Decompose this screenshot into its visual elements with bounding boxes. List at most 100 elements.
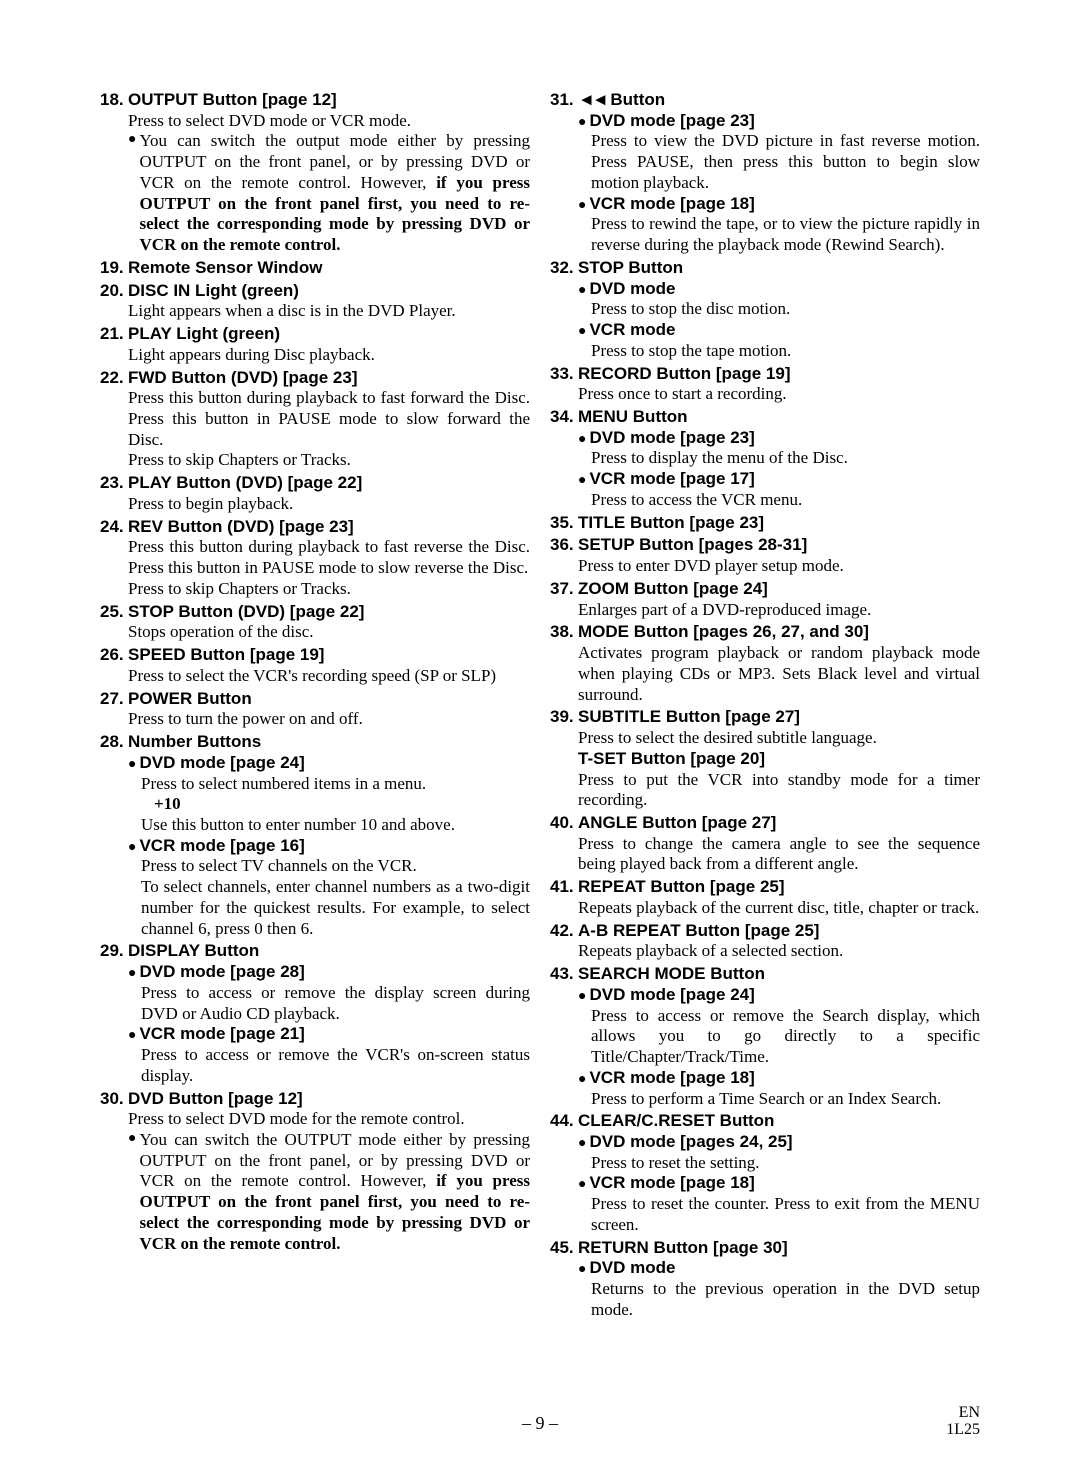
- bullet-icon: ●: [578, 281, 586, 298]
- item-title: SEARCH MODE Button: [578, 964, 980, 985]
- item-heading: 20.DISC IN Light (green): [100, 281, 530, 302]
- item-number: 43.: [550, 964, 578, 985]
- item-body: Press to change the camera angle to see …: [578, 834, 980, 875]
- sub-body: Press to access or remove the Search dis…: [591, 1006, 980, 1068]
- item-heading: 21.PLAY Light (green): [100, 324, 530, 345]
- sub-body: Press to reset the setting.: [591, 1153, 980, 1174]
- item-heading: 40.ANGLE Button [page 27]: [550, 813, 980, 834]
- item-number: 30.: [100, 1089, 128, 1110]
- item-24: 24.REV Button (DVD) [page 23]Press this …: [100, 517, 530, 600]
- item-title: SETUP Button [pages 28-31]: [578, 535, 980, 556]
- sub-body: +10: [141, 794, 530, 815]
- item-title: PLAY Button (DVD) [page 22]: [128, 473, 530, 494]
- item-heading: 22.FWD Button (DVD) [page 23]: [100, 368, 530, 389]
- item-heading: 23.PLAY Button (DVD) [page 22]: [100, 473, 530, 494]
- item-body: Press to turn the power on and off.: [128, 709, 530, 730]
- sub-item: ●You can switch the OUTPUT mode either b…: [128, 1130, 530, 1254]
- item-heading: 39.SUBTITLE Button [page 27]: [550, 707, 980, 728]
- sub-title: ●VCR mode [page 18]: [578, 194, 980, 215]
- sub-body: Press to display the menu of the Disc.: [591, 448, 980, 469]
- sub-title: ●VCR mode: [578, 320, 980, 341]
- item-34: 34.MENU Button●DVD mode [page 23]Press t…: [550, 407, 980, 511]
- item-43: 43.SEARCH MODE Button●DVD mode [page 24]…: [550, 964, 980, 1109]
- item-body: Press this button during playback to fas…: [128, 388, 530, 450]
- item-30: 30.DVD Button [page 12]Press to select D…: [100, 1089, 530, 1255]
- bullet-icon: ●: [578, 987, 586, 1004]
- item-heading: 19.Remote Sensor Window: [100, 258, 530, 279]
- item-39: 39.SUBTITLE Button [page 27]Press to sel…: [550, 707, 980, 811]
- sub-item: ●DVD mode [page 28]Press to access or re…: [128, 962, 530, 1024]
- item-26: 26.SPEED Button [page 19]Press to select…: [100, 645, 530, 686]
- item-18: 18.OUTPUT Button [page 12]Press to selec…: [100, 90, 530, 256]
- bullet-icon: ●: [128, 1026, 136, 1043]
- item-22: 22.FWD Button (DVD) [page 23]Press this …: [100, 368, 530, 472]
- item-title: POWER Button: [128, 689, 530, 710]
- sub-title: ●DVD mode [page 24]: [128, 753, 530, 774]
- item-number: 23.: [100, 473, 128, 494]
- sub-item: ●DVD mode [page 23]Press to view the DVD…: [578, 111, 980, 194]
- sub-title: ●DVD mode [page 24]: [578, 985, 980, 1006]
- item-21: 21.PLAY Light (green)Light appears durin…: [100, 324, 530, 365]
- item-number: 20.: [100, 281, 128, 302]
- item-heading: 27.POWER Button: [100, 689, 530, 710]
- sub-body: Press to access or remove the VCR's on-s…: [141, 1045, 530, 1086]
- item-number: 38.: [550, 622, 578, 643]
- item-heading: 43.SEARCH MODE Button: [550, 964, 980, 985]
- item-heading: 24.REV Button (DVD) [page 23]: [100, 517, 530, 538]
- item-number: 44.: [550, 1111, 578, 1132]
- sub-item: ●DVD modePress to stop the disc motion.: [578, 279, 980, 320]
- sub-item: ●VCR mode [page 16]Press to select TV ch…: [128, 836, 530, 940]
- item-title: SPEED Button [page 19]: [128, 645, 530, 666]
- sub-body: To select channels, enter channel number…: [141, 877, 530, 939]
- item-title: CLEAR/C.RESET Button: [578, 1111, 980, 1132]
- item-36: 36.SETUP Button [pages 28-31]Press to en…: [550, 535, 980, 576]
- bullet-icon: ●: [578, 1175, 586, 1192]
- item-number: 37.: [550, 579, 578, 600]
- item-37: 37.ZOOM Button [page 24]Enlarges part of…: [550, 579, 980, 620]
- item-body: Repeats playback of the current disc, ti…: [578, 898, 980, 919]
- item-number: 22.: [100, 368, 128, 389]
- bullet-icon: ●: [128, 964, 136, 981]
- item-body: Press to select the VCR's recording spee…: [128, 666, 530, 687]
- item-title: A-B REPEAT Button [page 25]: [578, 921, 980, 942]
- item-number: 28.: [100, 732, 128, 753]
- item-20: 20.DISC IN Light (green)Light appears wh…: [100, 281, 530, 322]
- sub-title: ●VCR mode [page 16]: [128, 836, 530, 857]
- item-heading: 44.CLEAR/C.RESET Button: [550, 1111, 980, 1132]
- item-body: Activates program playback or random pla…: [578, 643, 980, 705]
- item-body: Press to select the desired subtitle lan…: [578, 728, 980, 749]
- item-heading: 41.REPEAT Button [page 25]: [550, 877, 980, 898]
- bullet-icon: ●: [578, 1134, 586, 1151]
- sub-body: Press to stop the tape motion.: [591, 341, 980, 362]
- sub-title: ●VCR mode [page 18]: [578, 1173, 980, 1194]
- item-body: Stops operation of the disc.: [128, 622, 530, 643]
- sub-body: Press to perform a Time Search or an Ind…: [591, 1089, 980, 1110]
- item-body: Press to select DVD mode or VCR mode.: [128, 111, 530, 132]
- item-23: 23.PLAY Button (DVD) [page 22]Press to b…: [100, 473, 530, 514]
- item-19: 19.Remote Sensor Window: [100, 258, 530, 279]
- item-heading: 37.ZOOM Button [page 24]: [550, 579, 980, 600]
- sub-body: Press to stop the disc motion.: [591, 299, 980, 320]
- sub-item: ●VCR mode [page 18]Press to rewind the t…: [578, 194, 980, 256]
- item-title: DVD Button [page 12]: [128, 1089, 530, 1110]
- item-number: 34.: [550, 407, 578, 428]
- item-body: Press to select DVD mode for the remote …: [128, 1109, 530, 1130]
- item-32: 32.STOP Button●DVD modePress to stop the…: [550, 258, 980, 362]
- item-number: 25.: [100, 602, 128, 623]
- item-heading: 42.A-B REPEAT Button [page 25]: [550, 921, 980, 942]
- item-heading: 29.DISPLAY Button: [100, 941, 530, 962]
- sub-title: ●DVD mode [page 23]: [578, 111, 980, 132]
- sub-title: ●VCR mode [page 18]: [578, 1068, 980, 1089]
- sub-body: Returns to the previous operation in the…: [591, 1279, 980, 1320]
- item-title: RECORD Button [page 19]: [578, 364, 980, 385]
- item-27: 27.POWER ButtonPress to turn the power o…: [100, 689, 530, 730]
- item-45: 45.RETURN Button [page 30]●DVD modeRetur…: [550, 1238, 980, 1321]
- item-38: 38.MODE Button [pages 26, 27, and 30]Act…: [550, 622, 980, 705]
- bullet-icon: ●: [128, 131, 136, 255]
- item-number: 26.: [100, 645, 128, 666]
- item-title: STOP Button: [578, 258, 980, 279]
- item-heading: 28.Number Buttons: [100, 732, 530, 753]
- sub-item: ●VCR mode [page 17]Press to access the V…: [578, 469, 980, 510]
- item-title: MENU Button: [578, 407, 980, 428]
- sub-item: ●VCR mode [page 18]Press to reset the co…: [578, 1173, 980, 1235]
